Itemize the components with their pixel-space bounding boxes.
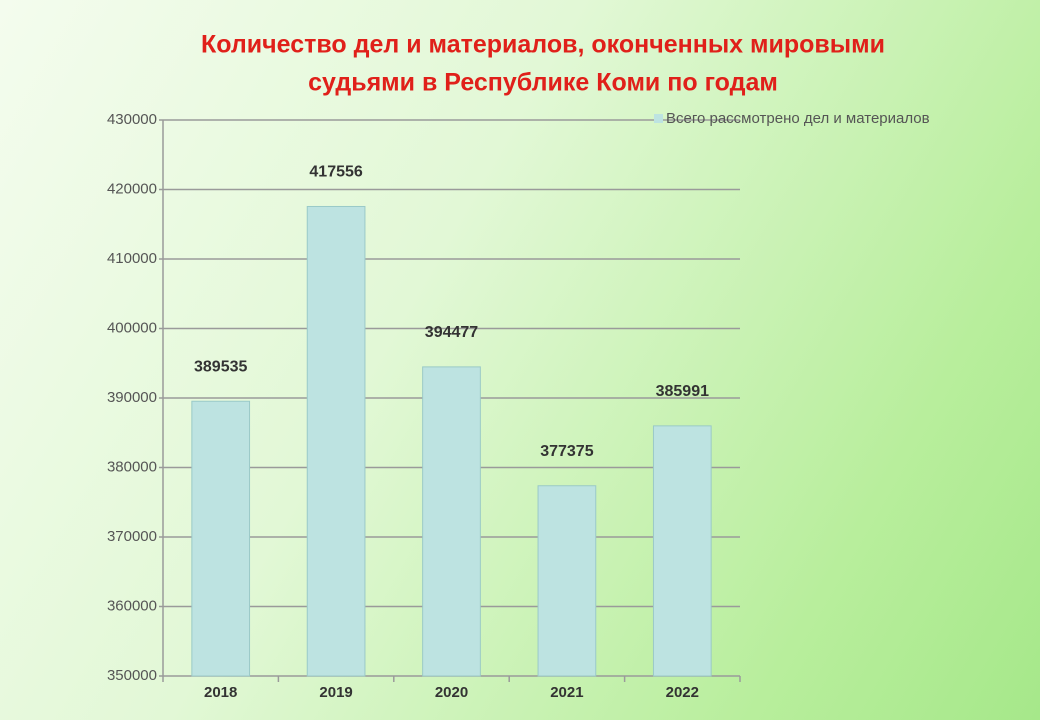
y-tick-label: 360000 (107, 597, 157, 614)
data-label: 389535 (194, 358, 247, 375)
y-tick-label: 350000 (107, 667, 157, 684)
y-tick-label: 430000 (107, 111, 157, 128)
y-tick-label: 410000 (107, 250, 157, 267)
legend-label: Всего рассмотрено дел и материалов (666, 110, 930, 127)
bar (306, 205, 366, 677)
data-label: 377375 (540, 443, 593, 460)
y-tick-label: 390000 (107, 389, 157, 406)
chart-title: судьями в Республике Коми по годам (308, 69, 778, 97)
legend-swatch (654, 114, 663, 123)
bar (191, 400, 251, 677)
bar (652, 425, 712, 677)
y-tick-label: 370000 (107, 528, 157, 545)
x-tick-label: 2022 (666, 684, 699, 701)
data-label: 394477 (425, 324, 478, 341)
data-label: 417556 (309, 164, 362, 181)
y-tick-label: 400000 (107, 319, 157, 336)
y-tick-label: 420000 (107, 180, 157, 197)
x-tick-label: 2018 (204, 684, 237, 701)
bar (537, 485, 597, 677)
y-tick-label: 380000 (107, 458, 157, 475)
x-tick-label: 2021 (550, 684, 583, 701)
x-tick-label: 2020 (435, 684, 468, 701)
chart-title: Количество дел и материалов, оконченных … (201, 31, 885, 59)
x-tick-label: 2019 (319, 684, 352, 701)
bar (422, 366, 481, 677)
data-label: 385991 (656, 383, 709, 400)
